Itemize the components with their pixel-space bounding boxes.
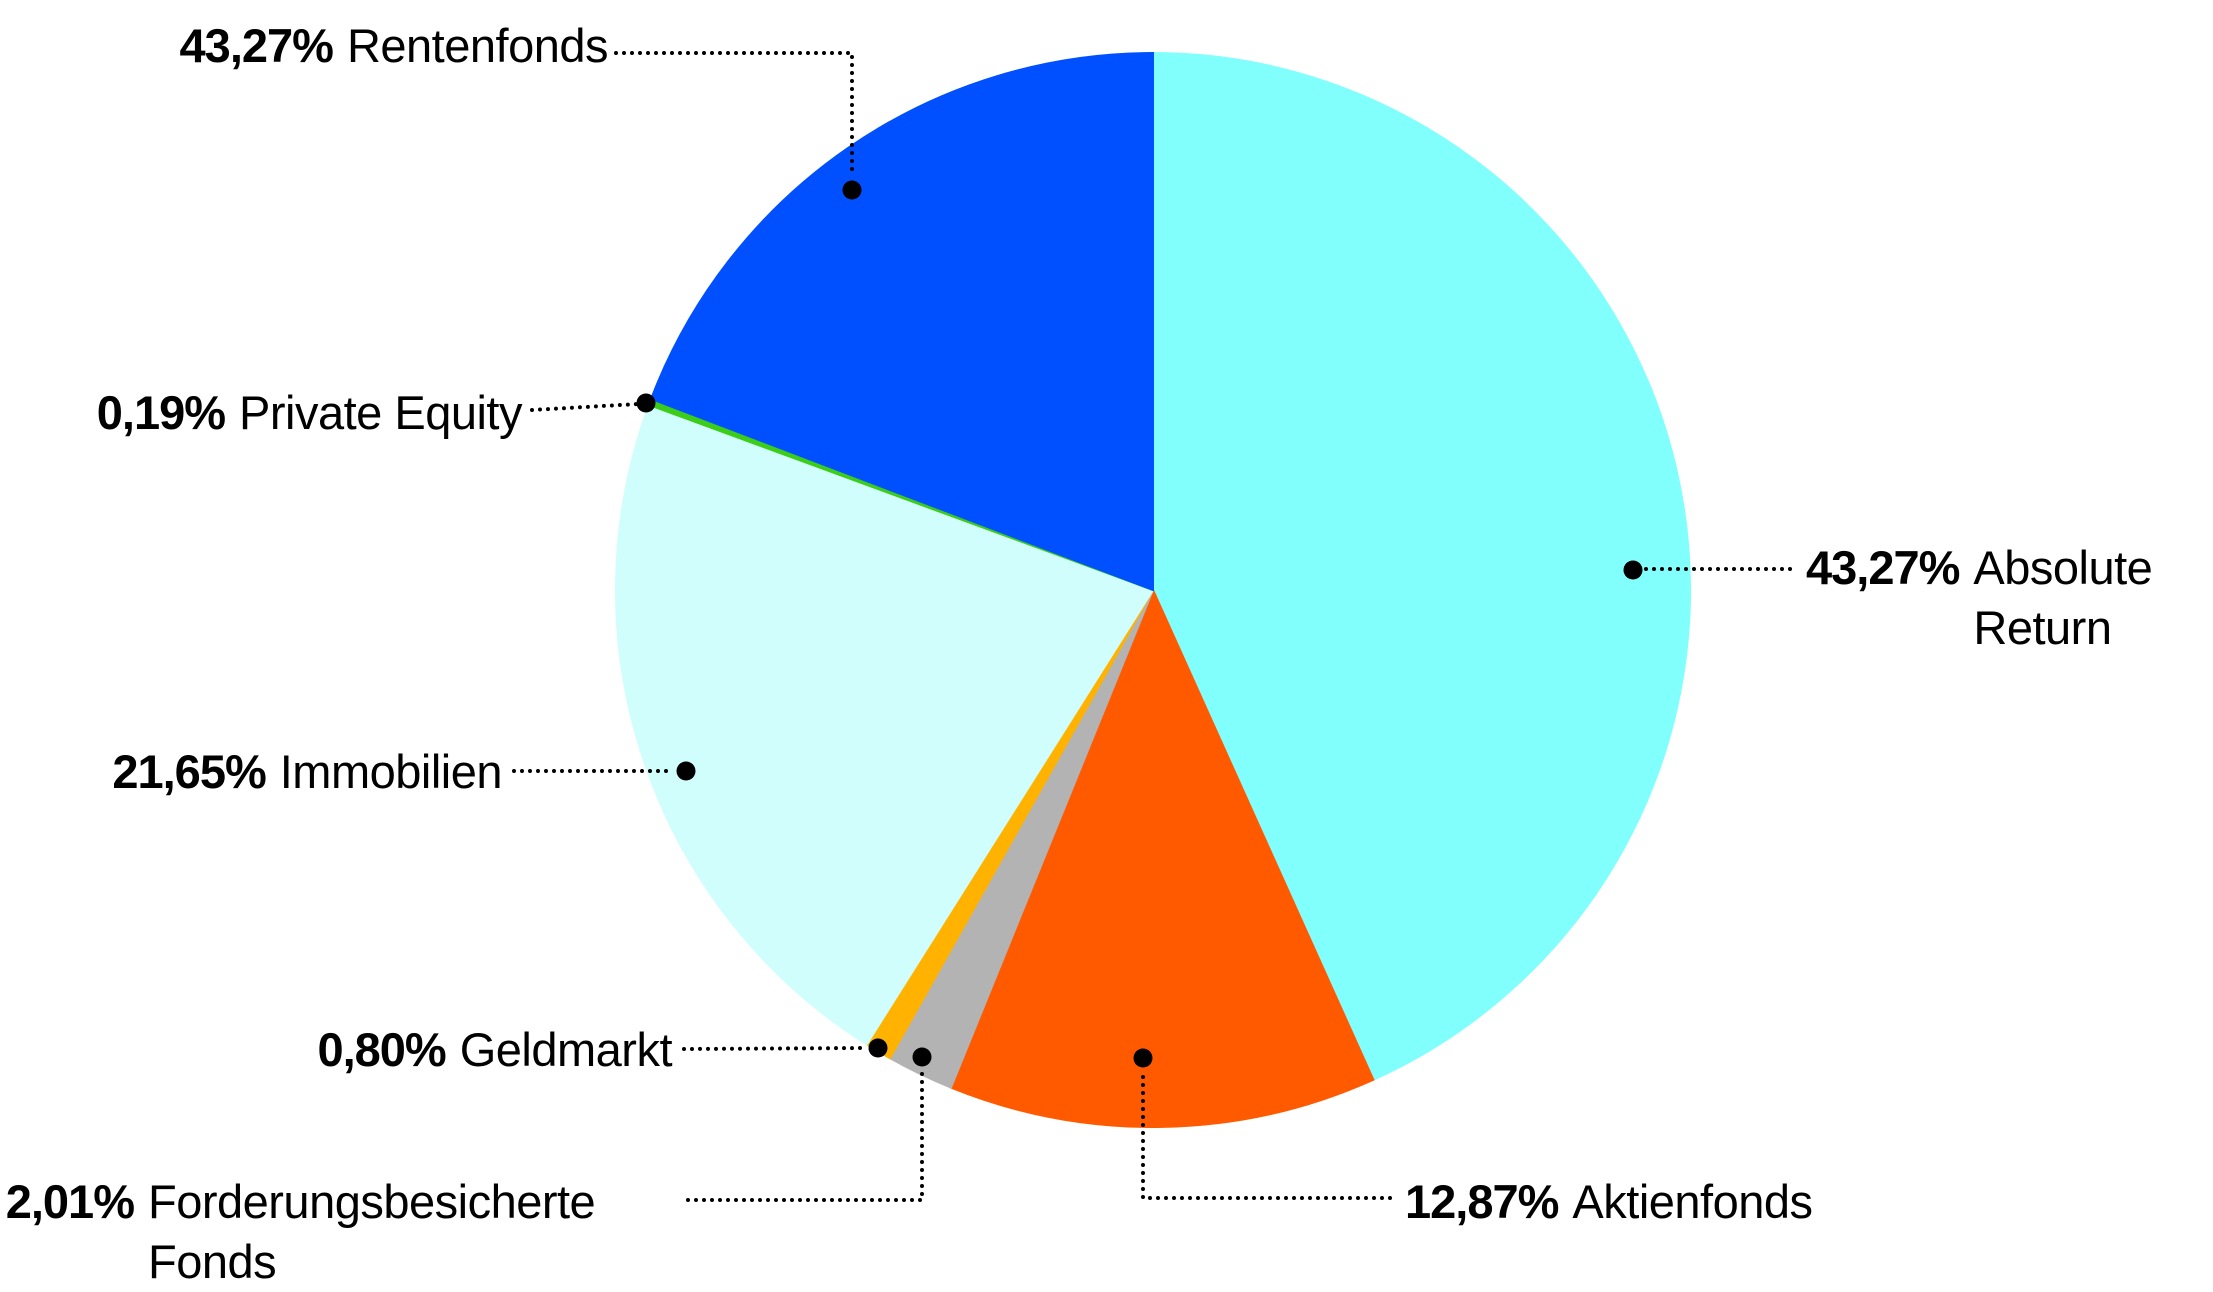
label-immobilien-percent: 21,65%	[112, 745, 266, 798]
anchor-dot-aktienfonds	[1133, 1048, 1153, 1068]
label-immobilien-name: Immobilien	[279, 745, 503, 798]
label-private-equity-percent: 0,19%	[96, 386, 226, 439]
leader-line-rentenfonds	[614, 51, 854, 178]
label-rentenfonds: 43,27% Rentenfonds	[179, 16, 609, 76]
anchor-dot-absolute-return	[1623, 560, 1643, 580]
leader-line-forderungsbesicherte	[686, 1068, 924, 1202]
label-geldmarkt-name: Geldmarkt	[459, 1023, 673, 1076]
label-immobilien: 21,65% Immobilien	[112, 742, 502, 802]
label-forderungsbesicherte-percent: 2,01%	[5, 1175, 135, 1228]
leader-line-aktienfonds	[1141, 1069, 1392, 1200]
label-absolute-return-percent: 43,27%	[1806, 541, 1960, 594]
label-rentenfonds-name: Rentenfonds	[346, 19, 609, 72]
label-private-equity: 0,19% Private Equity	[96, 383, 523, 443]
label-forderungsbesicherte-name: Forderungsbesicherte Fonds	[148, 1175, 596, 1288]
anchor-dot-immobilien	[676, 761, 696, 781]
label-forderungsbesicherte-fonds: 2,01% Forderungsbesicherte Fonds	[6, 1172, 668, 1292]
pie-slice-aktienfonds	[949, 587, 1375, 1129]
label-aktienfonds-percent: 12,87%	[1405, 1175, 1559, 1228]
anchor-dot-forderungsbesicherte	[912, 1047, 932, 1067]
anchor-dot-geldmarkt	[868, 1038, 888, 1058]
label-geldmarkt-percent: 0,80%	[317, 1023, 446, 1076]
pie-slice-immobilien	[615, 403, 1155, 1046]
pie-slice-absolute-return	[1152, 51, 1691, 1082]
label-aktienfonds-name: Aktienfonds	[1572, 1175, 1813, 1228]
pie	[615, 51, 1691, 1129]
label-absolute-return: 43,27% Absolute Return	[1806, 538, 2213, 658]
leader-line-private-equity	[530, 402, 640, 412]
leader-line-geldmarkt	[682, 1046, 868, 1051]
anchor-dot-rentenfonds	[842, 180, 862, 200]
pie-slice-rentenfonds	[649, 51, 1154, 592]
label-absolute-return-name: Absolute Return	[1973, 541, 2153, 654]
label-private-equity-name: Private Equity	[239, 386, 522, 439]
label-aktienfonds: 12,87% Aktienfonds	[1405, 1172, 1813, 1232]
label-rentenfonds-percent: 43,27%	[179, 19, 334, 72]
label-geldmarkt: 0,80% Geldmarkt	[317, 1020, 672, 1080]
anchor-dot-private-equity	[636, 393, 656, 413]
